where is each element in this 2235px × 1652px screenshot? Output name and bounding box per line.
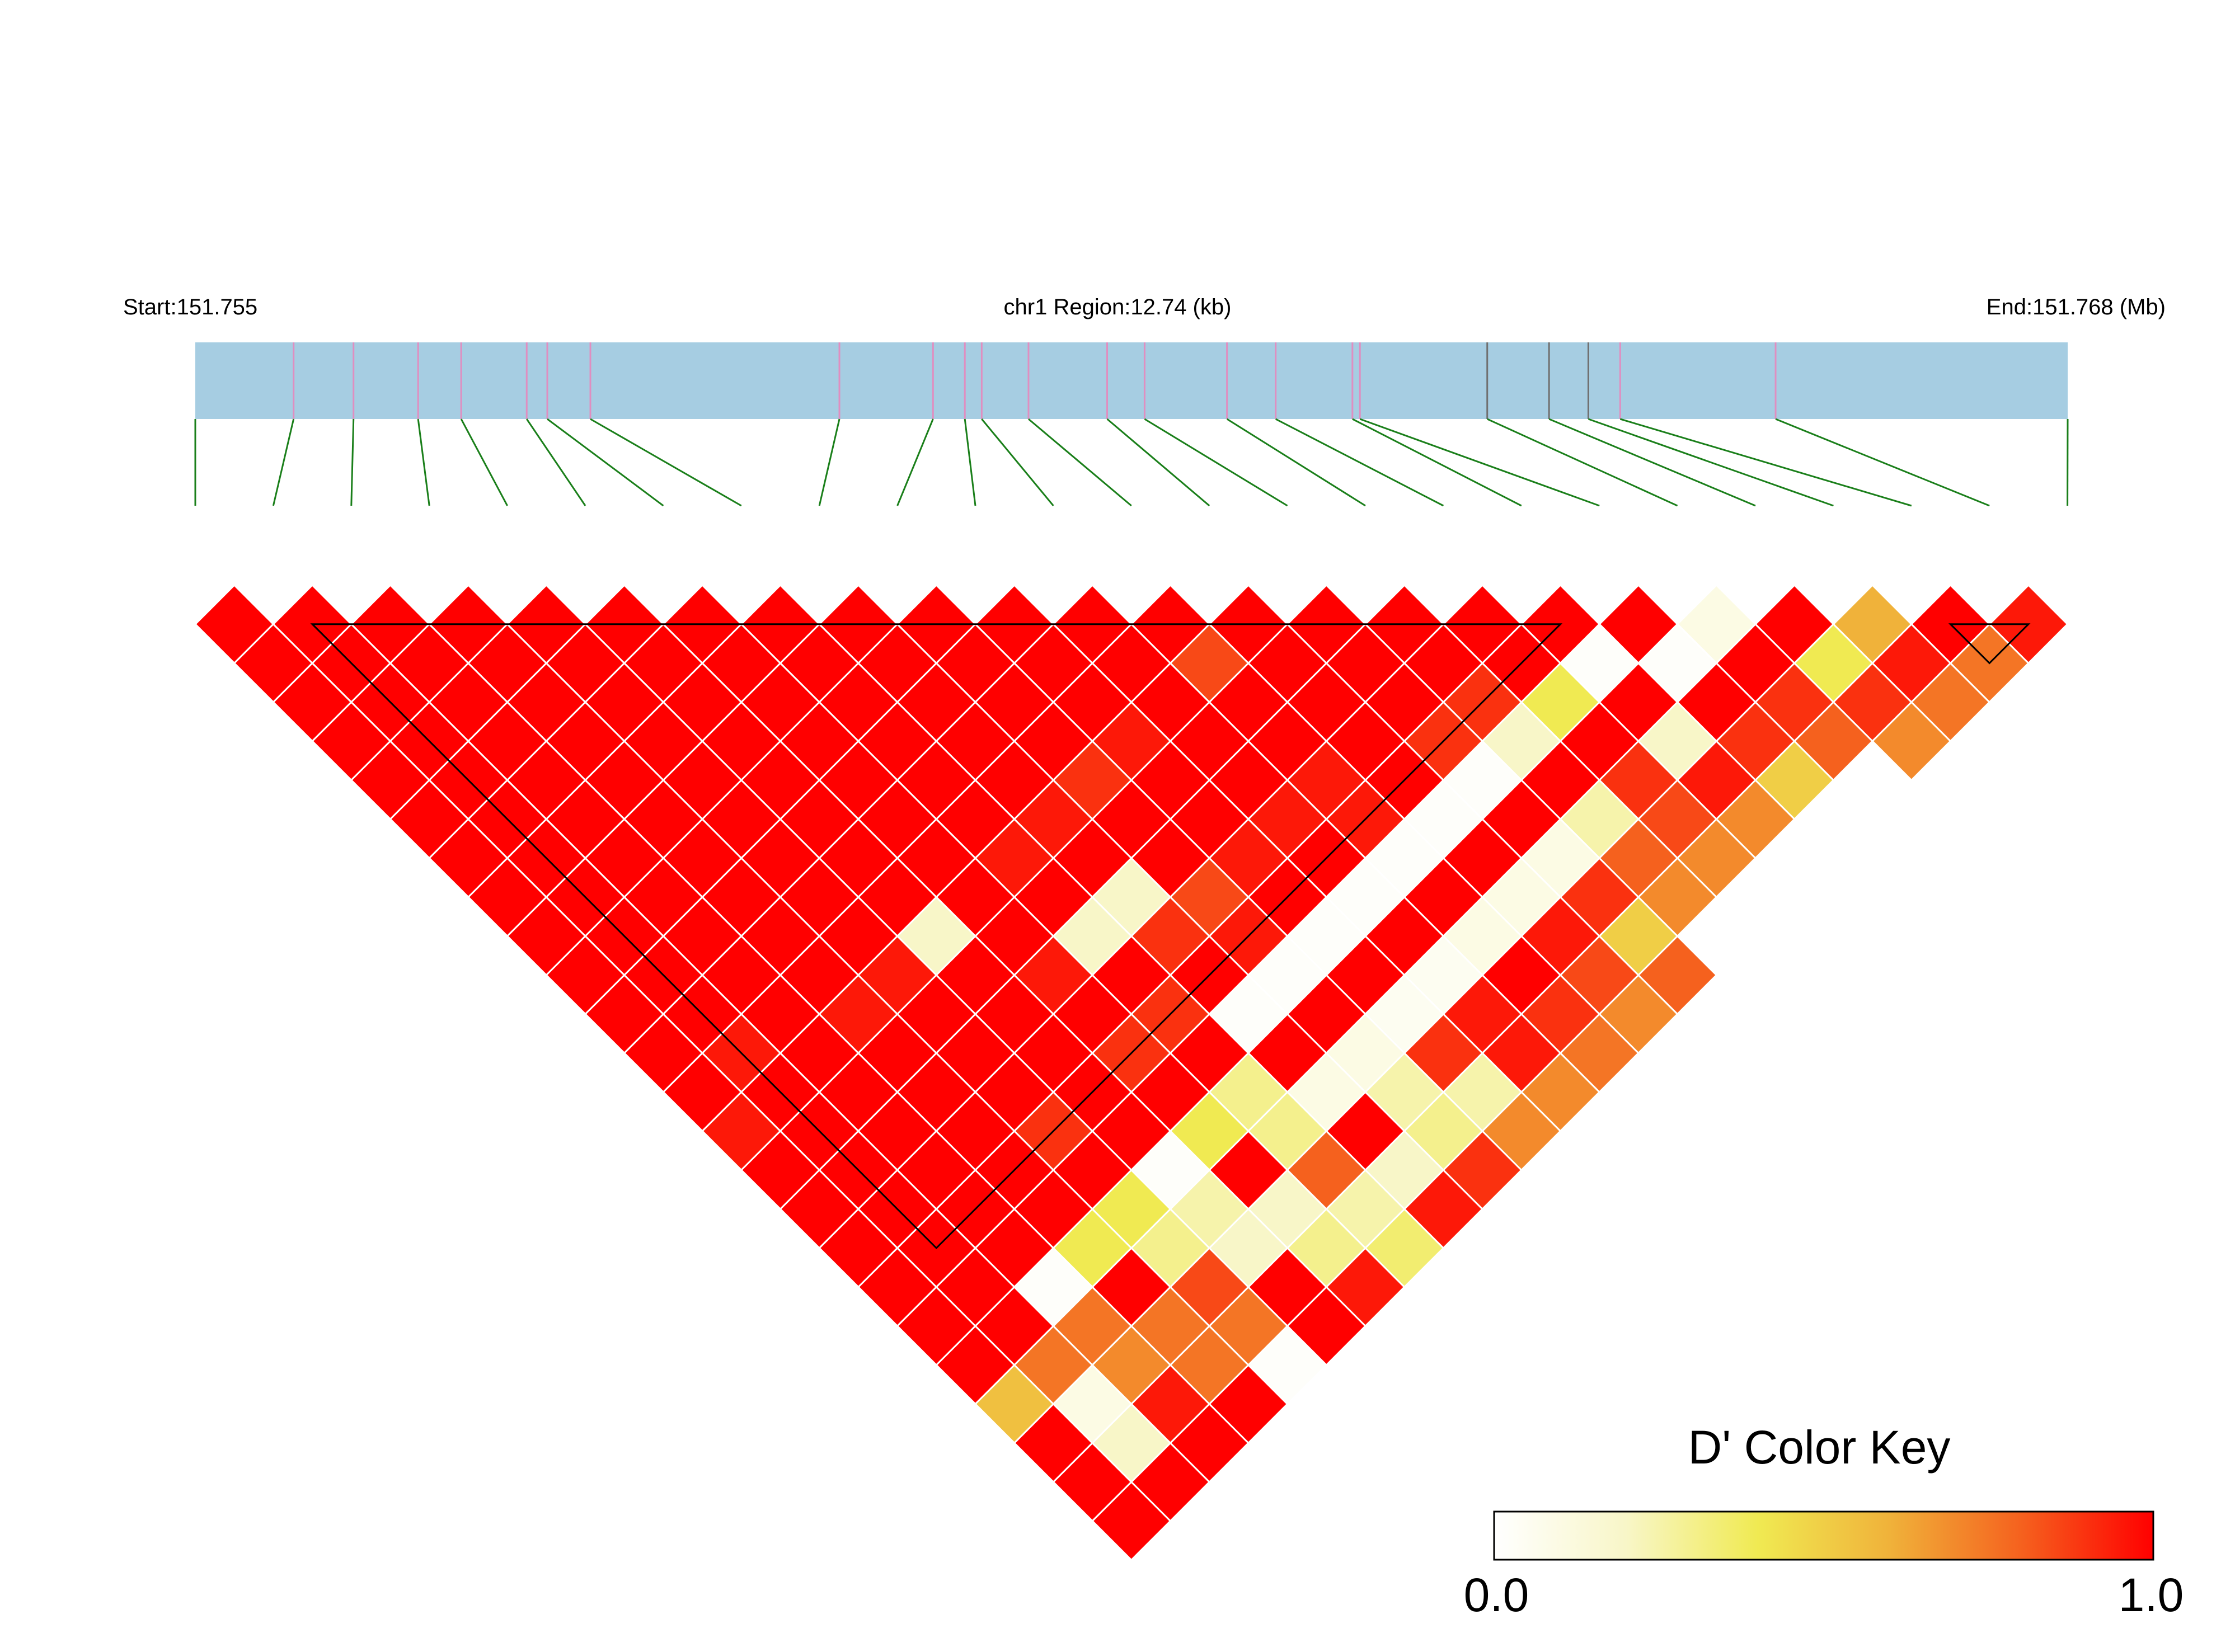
snp-connector bbox=[1226, 418, 1366, 507]
snp-connector bbox=[272, 418, 295, 506]
snp-connector bbox=[1359, 418, 1600, 507]
snp-connector bbox=[1352, 418, 1522, 507]
snp-connector bbox=[547, 418, 664, 507]
snp-connector bbox=[964, 418, 976, 506]
color-key-min-label: 0.0 bbox=[1464, 1569, 1529, 1621]
snp-connector bbox=[981, 418, 1054, 506]
region-title: chr1 Region:12.74 (kb) bbox=[1004, 295, 1232, 319]
snp-connector bbox=[1487, 418, 1678, 507]
haplotype-block bbox=[1948, 623, 2031, 665]
snp-connector bbox=[1588, 418, 1834, 507]
color-key-title: D' Color Key bbox=[1688, 1421, 1951, 1474]
snp-connector bbox=[818, 418, 841, 506]
haplotype-block bbox=[310, 623, 1563, 1250]
gene-track bbox=[195, 342, 2068, 419]
snp-connector bbox=[460, 418, 508, 506]
color-key: D' Color Key 0.0 1.0 bbox=[1464, 1421, 2184, 1621]
snp-ticks bbox=[293, 342, 1777, 419]
snp-connector bbox=[1619, 418, 1912, 507]
snp-connector bbox=[525, 418, 586, 506]
region-end-label: End:151.768 (Mb) bbox=[1987, 295, 2166, 319]
snp-connector bbox=[1775, 418, 1990, 507]
snp-connector bbox=[1275, 418, 1444, 507]
snp-connector bbox=[1028, 418, 1132, 507]
ld-cell bbox=[1637, 935, 1718, 1015]
color-key-max-label: 1.0 bbox=[2119, 1569, 2184, 1621]
snp-connector bbox=[1144, 418, 1288, 507]
snp-connector bbox=[1548, 418, 1756, 507]
snp-connector bbox=[896, 418, 934, 506]
snp-connector bbox=[350, 418, 355, 506]
ld-cells bbox=[194, 583, 2069, 1561]
haplotype-block-outlines bbox=[310, 623, 2031, 1250]
color-key-bar bbox=[1493, 1510, 2154, 1561]
region-start-label: Start:151.755 bbox=[123, 295, 257, 319]
snp-connector bbox=[590, 418, 742, 507]
snp-connector bbox=[1106, 418, 1210, 507]
snp-connector bbox=[417, 418, 430, 506]
snp-connectors bbox=[194, 418, 2069, 507]
